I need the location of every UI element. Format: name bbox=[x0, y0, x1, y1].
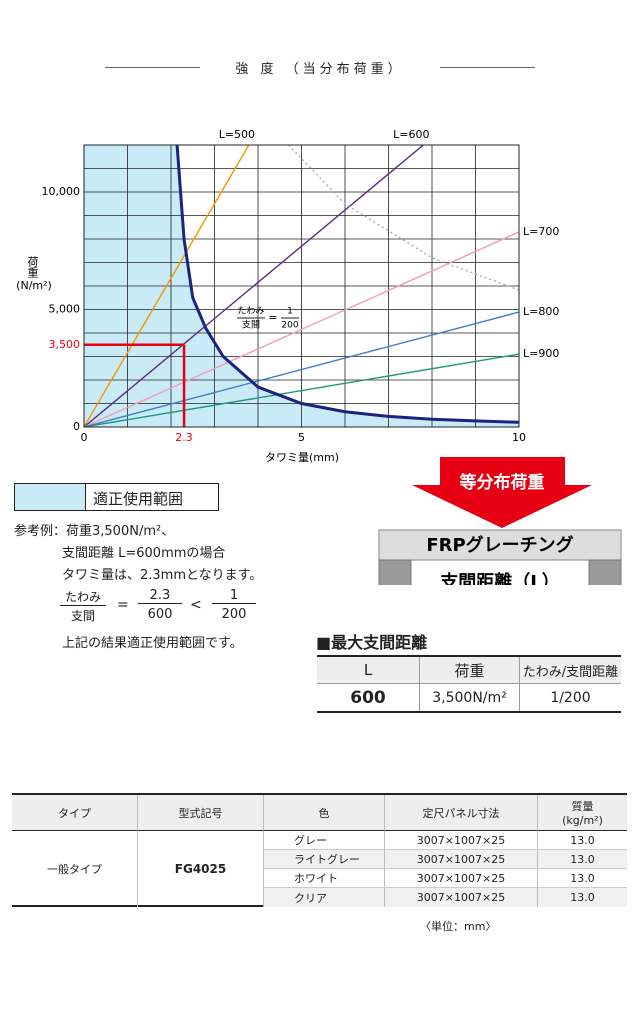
header-cell: 質量 (kg/m²) bbox=[538, 795, 627, 831]
support bbox=[378, 559, 412, 585]
cell: ホワイト bbox=[264, 869, 385, 888]
cell: グレー bbox=[264, 831, 385, 850]
legend-box: 適正使用範囲 bbox=[14, 483, 219, 511]
grating-label: FRPグレーチング bbox=[426, 534, 573, 556]
x-axis-label: タワミ量(mm) bbox=[265, 451, 339, 464]
example-conclusion: 上記の結果適正使用範囲です。 bbox=[62, 636, 243, 651]
max-span-title: ■最大支間距離 bbox=[316, 633, 428, 652]
series-line bbox=[84, 311, 519, 427]
annotation-bottom: 支間 bbox=[242, 319, 260, 331]
cell: FG4025 bbox=[138, 831, 264, 907]
header-line: (kg/m²) bbox=[562, 814, 603, 827]
annotation-num: 1 bbox=[287, 307, 293, 317]
cell: 13.0 bbox=[538, 831, 627, 850]
example-line: 参考例：荷重3,500N/m²、 bbox=[14, 524, 175, 539]
header-cell: 定尺パネル寸法 bbox=[385, 795, 538, 831]
cell: ライトグレー bbox=[264, 850, 385, 869]
formula-bottom: 支間 bbox=[70, 609, 95, 623]
max-span-table: L 荷重 たわみ/支間距離 600 3,500N/m² 1/200 bbox=[317, 655, 621, 713]
example-line: 支間距離 L=600mmの場合 bbox=[62, 546, 226, 561]
x-tick-label: 5 bbox=[298, 431, 305, 444]
cell: 600 bbox=[317, 684, 420, 711]
cell: 13.0 bbox=[538, 850, 627, 869]
annotation-top: たわみ bbox=[237, 306, 264, 317]
header-cell: 色 bbox=[264, 795, 385, 831]
series-line bbox=[84, 145, 424, 427]
legend-label: 適正使用範囲 bbox=[93, 490, 184, 508]
formula-bottom: 600 bbox=[147, 607, 173, 622]
annotation-den: 200 bbox=[281, 321, 298, 331]
series-label: L=900 bbox=[523, 347, 559, 360]
header-cell: たわみ/支間距離 bbox=[520, 657, 621, 684]
example-line: タワミ量は、2.3mmとなります。 bbox=[62, 568, 263, 583]
x-tick-label: 0 bbox=[81, 431, 88, 444]
formula-top: 2.3 bbox=[138, 588, 182, 604]
series-line bbox=[84, 353, 519, 427]
load-arrow bbox=[412, 457, 592, 528]
chart: タワミ量(mm) 荷重 (N/m²) たわみ 支間 = 1 200 0 5,000… bbox=[16, 128, 559, 464]
y-tick-label: 5,000 bbox=[49, 303, 81, 316]
cell: 13.0 bbox=[538, 869, 627, 888]
reference-y-label: 3,500 bbox=[49, 338, 81, 351]
section-title: 強 度 （当分布荷重） bbox=[235, 62, 405, 77]
formula-eq: = bbox=[117, 597, 129, 613]
cell: 1/200 bbox=[550, 689, 591, 706]
y-axis-unit: (N/m²) bbox=[16, 279, 52, 292]
cell: クリア bbox=[264, 888, 385, 907]
header-cell: タイプ bbox=[12, 795, 138, 831]
header-line: 質量 bbox=[571, 800, 594, 813]
series-line bbox=[84, 231, 519, 427]
formula-top: 1 bbox=[212, 588, 256, 604]
formula-lt: < bbox=[190, 597, 202, 613]
cell: 3007×1007×25 bbox=[385, 831, 538, 850]
cell: 一般タイプ bbox=[12, 831, 138, 907]
series-label: L=700 bbox=[523, 225, 559, 238]
x-tick-label: 10 bbox=[512, 431, 526, 444]
reference-x-label: 2.3 bbox=[175, 431, 193, 444]
series-line bbox=[84, 145, 250, 427]
series-label: L=600 bbox=[393, 128, 429, 141]
series-line bbox=[287, 145, 519, 291]
y-tick-label: 10,000 bbox=[42, 185, 81, 198]
span-label: 支間距離（L） bbox=[439, 571, 559, 585]
curve-annotation: たわみ 支間 = 1 200 bbox=[237, 306, 299, 331]
formula-bottom: 200 bbox=[221, 607, 247, 622]
cell: 3007×1007×25 bbox=[385, 869, 538, 888]
legend-swatch bbox=[15, 484, 86, 510]
cell: 3,500N/m² bbox=[420, 684, 520, 711]
cell: 3007×1007×25 bbox=[385, 850, 538, 869]
spec-table: タイプ 型式記号色定尺パネル寸法 質量 (kg/m²) 一般タイプ FG4025 グレー 30… bbox=[12, 793, 627, 907]
plot-front bbox=[83, 144, 520, 428]
header-cell: 型式記号 bbox=[138, 795, 264, 831]
series-line bbox=[175, 145, 519, 424]
plot-frame bbox=[83, 144, 520, 428]
y-axis-label: 荷重 bbox=[26, 256, 39, 278]
y-tick-label: 0 bbox=[73, 420, 80, 433]
support bbox=[588, 559, 622, 585]
arrow-label: 等分布荷重 bbox=[460, 472, 545, 493]
annotation-eq: = bbox=[268, 311, 277, 324]
header-cell: L bbox=[317, 657, 420, 684]
series-label: L=500 bbox=[219, 128, 255, 141]
grating bbox=[378, 529, 622, 561]
cell: 13.0 bbox=[538, 888, 627, 907]
rule bbox=[440, 67, 535, 68]
unit-note: 〈単位：mm〉 bbox=[420, 920, 497, 933]
series-label: L=800 bbox=[523, 305, 559, 318]
cell: 3007×1007×25 bbox=[385, 888, 538, 907]
header-cell: 荷重 bbox=[420, 657, 520, 684]
rule bbox=[105, 67, 200, 68]
load-diagram: 等分布荷重 FRPグレーチング 支間距離（L） bbox=[378, 457, 622, 585]
plot-back bbox=[83, 144, 520, 428]
formula-top: たわみ bbox=[60, 588, 106, 606]
